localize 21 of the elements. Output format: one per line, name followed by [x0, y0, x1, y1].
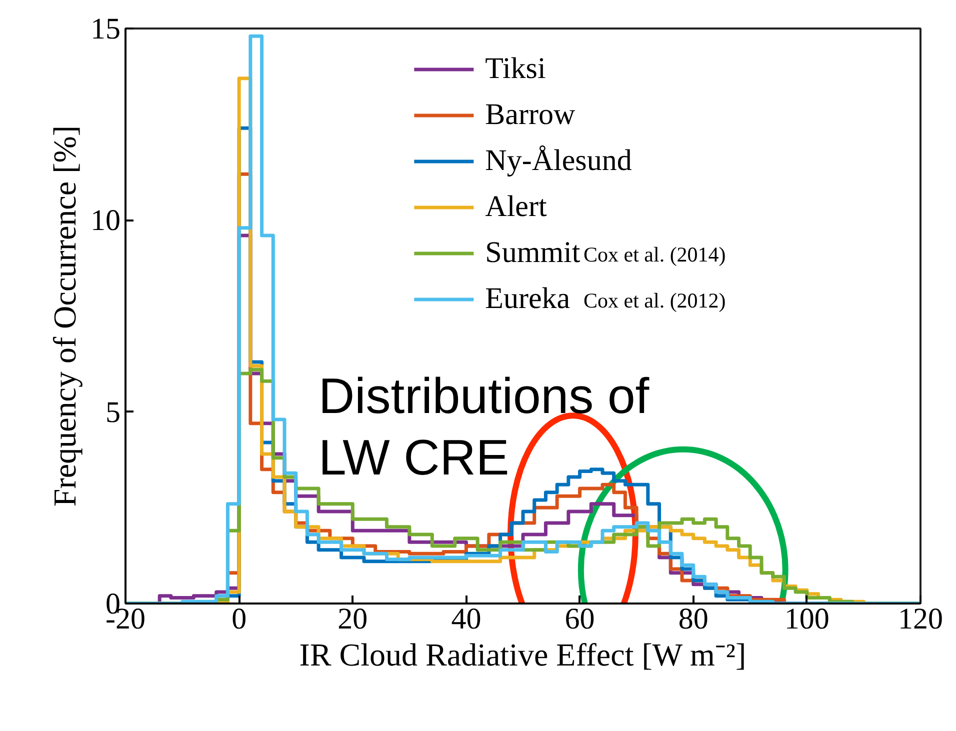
- annotation: Cox et al. (2014): [584, 242, 726, 266]
- legend-label: Tiksi: [485, 51, 546, 87]
- x-tick-label: 100: [784, 602, 830, 636]
- legend-label: Eureka: [485, 281, 570, 317]
- annotation: Cox et al. (2012): [584, 288, 726, 312]
- legend-label: Barrow: [485, 97, 576, 133]
- x-tick-label: 120: [898, 602, 943, 636]
- y-tick-label: 10: [90, 204, 120, 238]
- x-tick-label: 60: [564, 602, 595, 636]
- legend-label: Alert: [485, 189, 547, 225]
- y-tick-label: 5: [106, 396, 120, 429]
- x-tick-label: 80: [678, 602, 708, 636]
- x-axis-title: IR Cloud Radiative Effect [W m⁻²]: [299, 636, 746, 672]
- legend-label: Summit: [485, 235, 580, 271]
- x-tick-label: 40: [451, 602, 482, 636]
- legend-label: Ny-Ålesund: [485, 143, 632, 179]
- x-tick-label: 0: [232, 602, 247, 636]
- x-tick-label: 20: [338, 602, 368, 636]
- annotation: Distributions of LW CRE: [318, 368, 650, 486]
- y-axis-title: Frequency of Occurrence [%]: [46, 125, 82, 507]
- y-tick-label: 15: [90, 12, 120, 46]
